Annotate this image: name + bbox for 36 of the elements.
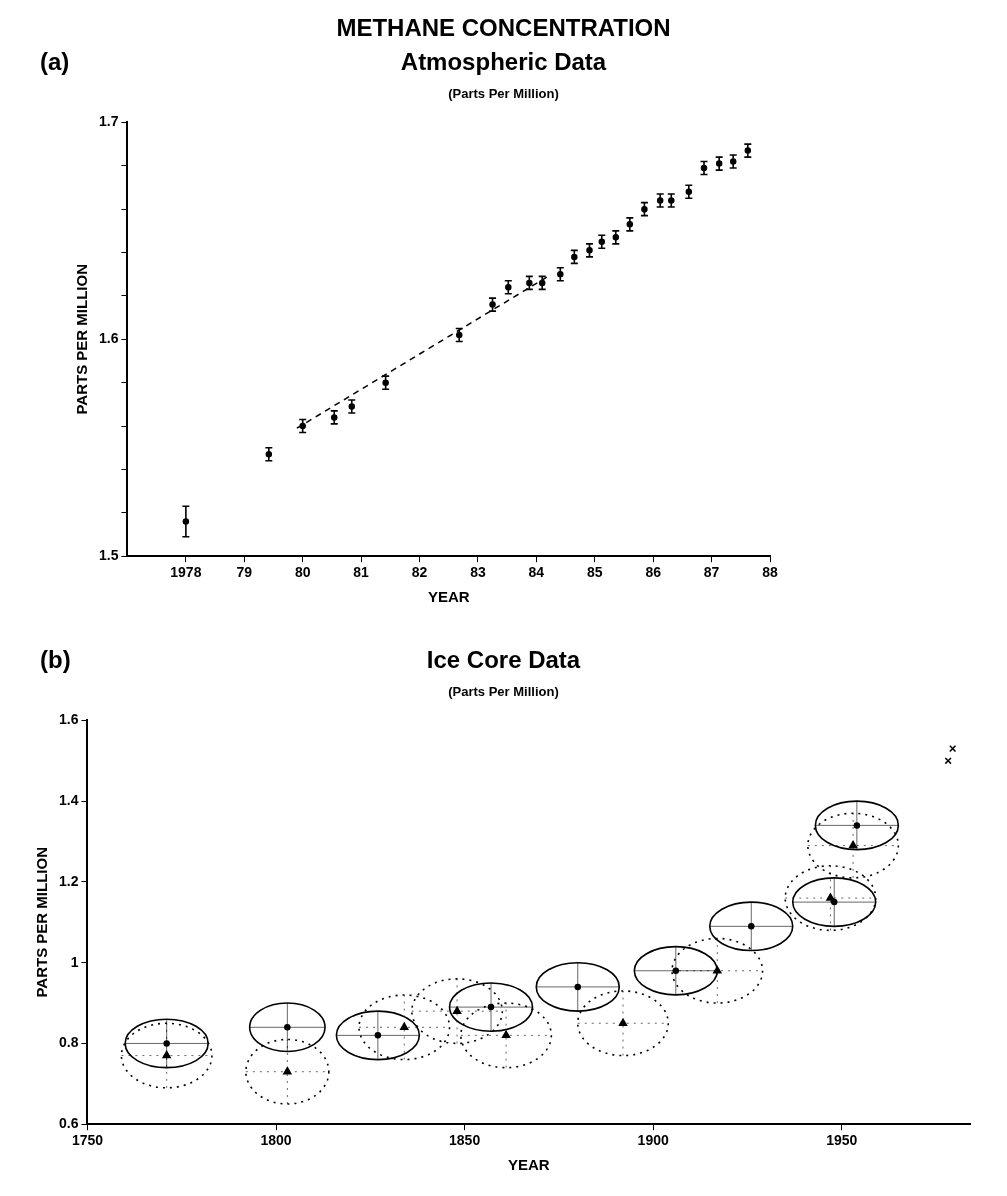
text: (b) (40, 646, 71, 674)
x-tick-label: 84 (528, 564, 545, 581)
x-tick-label: 82 (411, 564, 428, 581)
y-tick-label: 1.7 (98, 113, 119, 130)
chart-subtitle: (Parts Per Million) (447, 86, 560, 101)
x-tick-label: 86 (645, 564, 662, 581)
x-tick-label: 80 (294, 564, 311, 581)
x-tick-label: 87 (703, 564, 720, 581)
x-tick-label: 1900 (637, 1132, 669, 1149)
x-axis-title: YEAR (427, 588, 470, 606)
y-tick-label: 0.8 (58, 1034, 79, 1051)
x-tick-label: 1850 (449, 1132, 481, 1149)
text: (a) (40, 48, 70, 76)
chart-title: Atmospheric Data (400, 48, 607, 75)
chart-title: Ice Core Data (426, 646, 581, 673)
x-tick-label: 79 (236, 564, 253, 581)
y-tick-label: 1.6 (98, 330, 119, 347)
x-tick-label: 1978 (170, 564, 202, 581)
x-tick-label: 1950 (826, 1132, 858, 1149)
y-tick-label: 1.4 (58, 792, 79, 809)
x-axis-title: YEAR (507, 1156, 550, 1174)
chart-subtitle: (Parts Per Million) (447, 684, 560, 699)
y-tick-label: 1.2 (58, 872, 79, 889)
x-tick-label: 1750 (71, 1132, 104, 1149)
x-tick-label: 81 (353, 564, 370, 581)
x-tick-label: 85 (586, 564, 603, 581)
y-tick-label: 1.5 (98, 547, 119, 564)
y-tick-label: 0.6 (58, 1115, 79, 1132)
x-tick-label: 83 (470, 564, 486, 581)
y-tick-label: 1.6 (58, 711, 79, 728)
text: METHANE CONCENTRATION (335, 14, 672, 42)
y-axis-title: PARTS PER MILLION (33, 847, 51, 998)
x-tick-label: 1800 (260, 1132, 292, 1149)
y-axis-title: PARTS PER MILLION (73, 264, 91, 415)
y-tick-label: 1 (70, 953, 79, 970)
x-tick-label: 88 (762, 564, 778, 581)
